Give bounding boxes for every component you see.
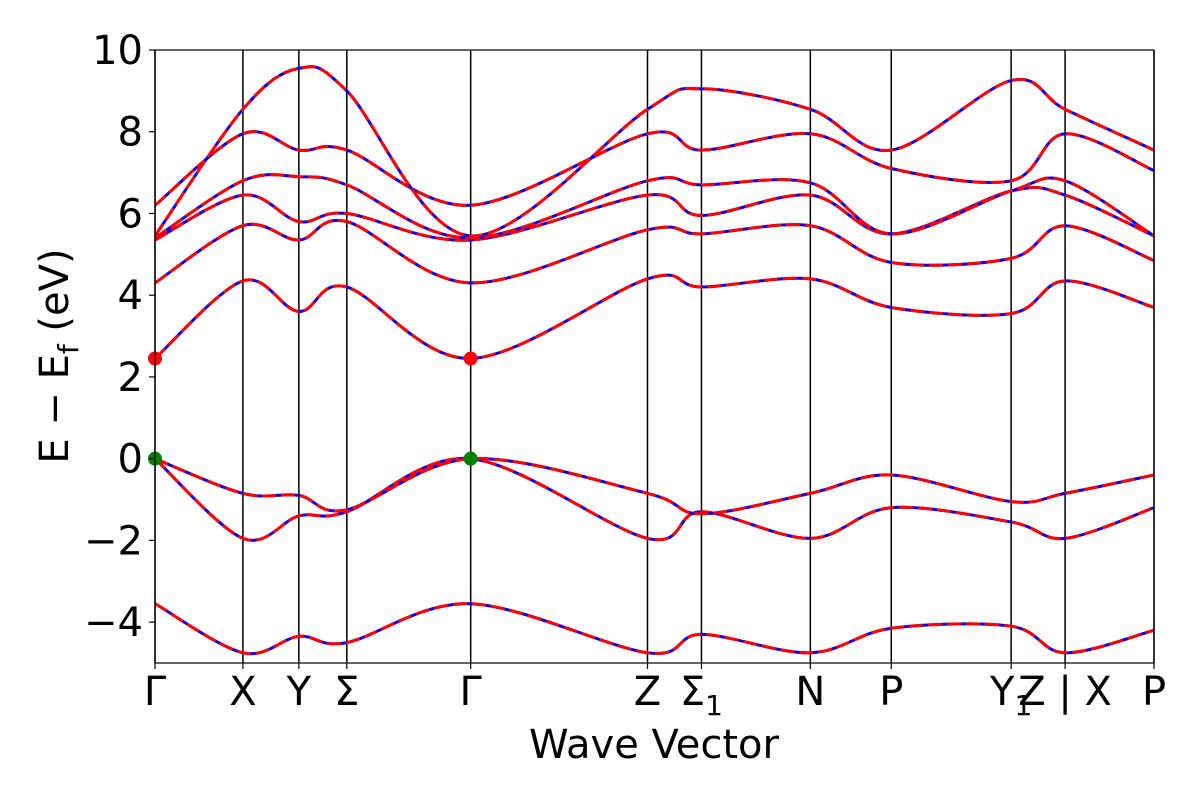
band-series [155, 65, 1154, 656]
x-axis-ticks: Γ X Y Σ Γ Z Σ1 N P Y1Z | X P [144, 663, 1166, 722]
y-axis-ticks: −4 −2 0 2 4 6 8 10 [84, 28, 155, 646]
x-tick-label: Z [634, 669, 661, 715]
band-line-dashed [155, 218, 1154, 285]
band-line-dashed [155, 457, 1154, 516]
band-line-dashed [155, 602, 1154, 656]
x-tick-label: Y [286, 669, 312, 715]
y-tick-label: −2 [84, 518, 143, 564]
y-axis-title: E − Ef (eV) [32, 248, 85, 463]
x-tick-label: P [1142, 669, 1166, 715]
y-tick-label: 0 [118, 437, 143, 483]
y-tick-label: 10 [92, 28, 143, 74]
band-edge-marker [463, 351, 478, 366]
plot-frame [154, 49, 1155, 664]
y-tick-label: 8 [118, 110, 143, 156]
x-tick-label: Z | X [1018, 669, 1112, 715]
x-tick-label: Γ [144, 669, 167, 715]
band-line-dashed [155, 273, 1154, 361]
x-tick-label: X [229, 669, 256, 715]
band-line-dashed [155, 173, 1154, 240]
x-tick-label: Σ [334, 669, 359, 715]
x-tick-label: N [795, 669, 825, 715]
band-line-dashed [155, 130, 1154, 207]
y-tick-label: −4 [84, 600, 143, 646]
x-tick-label: Γ [460, 669, 483, 715]
band-edge-markers [148, 351, 478, 466]
x-tick-label: P [879, 669, 903, 715]
band-edge-marker [463, 451, 478, 466]
band-line-dashed [155, 457, 1154, 542]
x-axis-title: Wave Vector [529, 722, 780, 768]
band-line-dashed [155, 65, 1154, 238]
y-tick-label: 4 [118, 273, 143, 319]
x-tick-label: Σ1 [680, 669, 723, 722]
y-tick-label: 6 [118, 191, 143, 237]
x-tick-label: Y1 [989, 669, 1032, 722]
plot-area [155, 50, 1154, 663]
y-tick-label: 2 [118, 355, 143, 401]
